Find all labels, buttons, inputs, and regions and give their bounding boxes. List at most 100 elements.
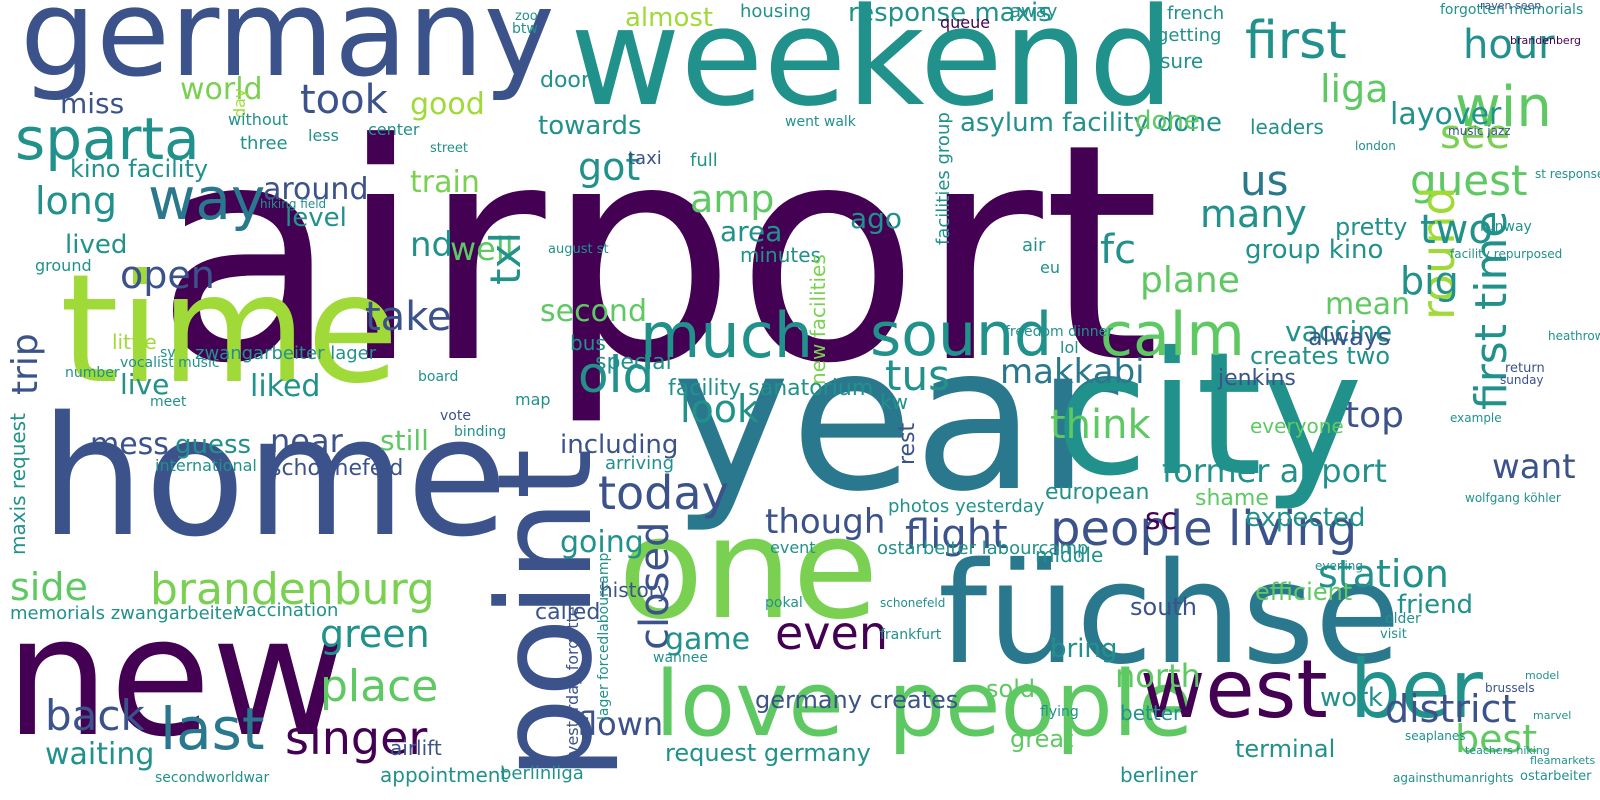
- word-airlift: airlift: [390, 736, 442, 760]
- word-many: many: [1200, 192, 1307, 236]
- word-us: us: [1240, 156, 1289, 205]
- word-second: second: [540, 294, 647, 329]
- word-appointment: appointment: [380, 763, 509, 787]
- word-train: train: [410, 165, 480, 200]
- word-district: district: [1385, 687, 1517, 731]
- word-called: called: [535, 600, 601, 625]
- word-facility-repurposed: facility repurposed: [1450, 247, 1563, 261]
- word-done: done: [1135, 106, 1200, 136]
- word-map: map: [515, 390, 551, 409]
- word-mess: mess: [90, 427, 169, 462]
- word-asylum-facility-done: asylum facility done: [960, 108, 1222, 138]
- word-makkabi: makkabi: [1000, 352, 1145, 392]
- word-green: green: [320, 612, 430, 656]
- word-schonefeld: schonefeld: [880, 596, 946, 610]
- word-brandenberg: brandenberg: [1510, 34, 1582, 47]
- word-hiking-field: hiking field: [260, 197, 327, 211]
- word-minutes: minutes: [740, 243, 821, 267]
- word-againsthumanrights: againsthumanrights: [1393, 771, 1514, 785]
- word-win: win: [1455, 75, 1552, 140]
- word-lol: lol: [1060, 338, 1079, 357]
- word-brussels: brussels: [1485, 681, 1535, 695]
- word-north: north: [1115, 657, 1201, 695]
- word-west: west: [1140, 643, 1328, 736]
- word-pretty: pretty: [1335, 213, 1408, 241]
- word-always: always: [1308, 323, 1391, 351]
- word-flight: flight: [905, 512, 1008, 558]
- word-liga: liga: [1320, 67, 1389, 111]
- word-though: though: [765, 502, 886, 542]
- word-station: station: [1318, 552, 1449, 596]
- word-photos-yesterday: photos yesterday: [888, 496, 1045, 517]
- word-zoo: zoo: [515, 9, 538, 24]
- word-flying: flying: [1040, 704, 1079, 720]
- word-much: much: [640, 299, 814, 372]
- word-see: see: [1440, 112, 1511, 158]
- word-old: old: [578, 346, 655, 404]
- word-schoenefeld: schoenefeld: [270, 456, 404, 481]
- word-facility-sanatorium: facility sanatorium: [668, 376, 874, 401]
- word-seaplanes: seaplanes: [1405, 729, 1466, 743]
- word-place: place: [320, 661, 439, 712]
- word-calm: calm: [1100, 300, 1245, 370]
- word-binding: binding: [454, 424, 507, 440]
- word-getting: getting: [1157, 25, 1222, 46]
- word-people-big: people: [888, 652, 1194, 757]
- word-sparta: sparta: [15, 105, 200, 173]
- word-middle: middle: [1035, 543, 1104, 567]
- word-vocalist-music: vocalist music: [120, 355, 220, 371]
- word-arriving: arriving: [605, 453, 675, 474]
- word-city: city: [1055, 316, 1363, 514]
- word-world: world: [180, 72, 263, 107]
- word-rest: rest: [895, 422, 920, 465]
- word-near: near: [270, 422, 343, 460]
- word-eu: eu: [1040, 258, 1060, 277]
- word-zwangarbeiter-lager: zwangarbeiter lager: [195, 343, 377, 364]
- word-big: big: [1400, 259, 1459, 303]
- word-around: around: [263, 172, 369, 207]
- word-liked: liked: [250, 369, 321, 404]
- word-way: way: [148, 165, 266, 233]
- word-yesterday-forgotten: yesterday forgotten: [563, 596, 582, 755]
- word-history: history: [600, 578, 669, 602]
- word-weekend: weekend: [570, 0, 1175, 136]
- word-think: think: [1050, 402, 1151, 448]
- word-want: want: [1492, 447, 1576, 487]
- word-flown: flown: [577, 705, 664, 743]
- word-long: long: [35, 179, 118, 223]
- word-lived: lived: [65, 230, 128, 260]
- word-center: center: [368, 120, 420, 139]
- word-trip: trip: [5, 333, 46, 395]
- word-singer: singer: [285, 711, 428, 765]
- word-time: time: [60, 243, 399, 417]
- word-almost: almost: [625, 3, 714, 33]
- word-shame: shame: [1195, 486, 1269, 511]
- word-guest: guest: [1410, 156, 1528, 205]
- word-year: year: [672, 303, 1119, 536]
- word-ber: ber: [1350, 643, 1483, 736]
- word-special: special: [595, 350, 672, 375]
- word-model: model: [1525, 669, 1560, 682]
- word-germany: germany: [20, 0, 555, 104]
- word-lager-forcedlabourcamp: lager forcedlabourcamp: [596, 552, 612, 720]
- word-brandenburg: brandenburg: [150, 564, 435, 615]
- word-take: take: [365, 294, 452, 340]
- word-music-jazz: music jazz: [1448, 124, 1511, 138]
- word-people-living: people living: [1050, 501, 1358, 557]
- word-everyone: everyone: [1250, 414, 1344, 438]
- word-international: international: [155, 456, 257, 475]
- word-teachers-hiking: teachers hiking: [1465, 744, 1550, 757]
- word-response-maxis: response maxis: [848, 0, 1052, 28]
- word-august-st: august st: [548, 242, 609, 257]
- word-airport: airport: [155, 80, 1161, 429]
- word-visit: visit: [1380, 627, 1407, 642]
- word-older: older: [1385, 611, 1421, 627]
- word-ostarbeiter-labourcamp: ostarbeiter labourcamp: [877, 538, 1089, 559]
- word-today: today: [598, 466, 729, 520]
- word-germany-creates: germany creates: [755, 686, 959, 714]
- word-side: side: [10, 565, 88, 609]
- word-txl: txl: [481, 232, 530, 285]
- word-ground: ground: [35, 256, 92, 275]
- word-number: number: [65, 365, 120, 381]
- word-queue: queue: [940, 13, 991, 32]
